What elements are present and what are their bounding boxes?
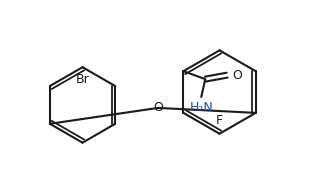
Text: Br: Br — [76, 73, 90, 86]
Text: O: O — [232, 69, 242, 82]
Text: O: O — [153, 101, 163, 114]
Text: F: F — [216, 114, 223, 127]
Text: H₂N: H₂N — [189, 101, 213, 114]
